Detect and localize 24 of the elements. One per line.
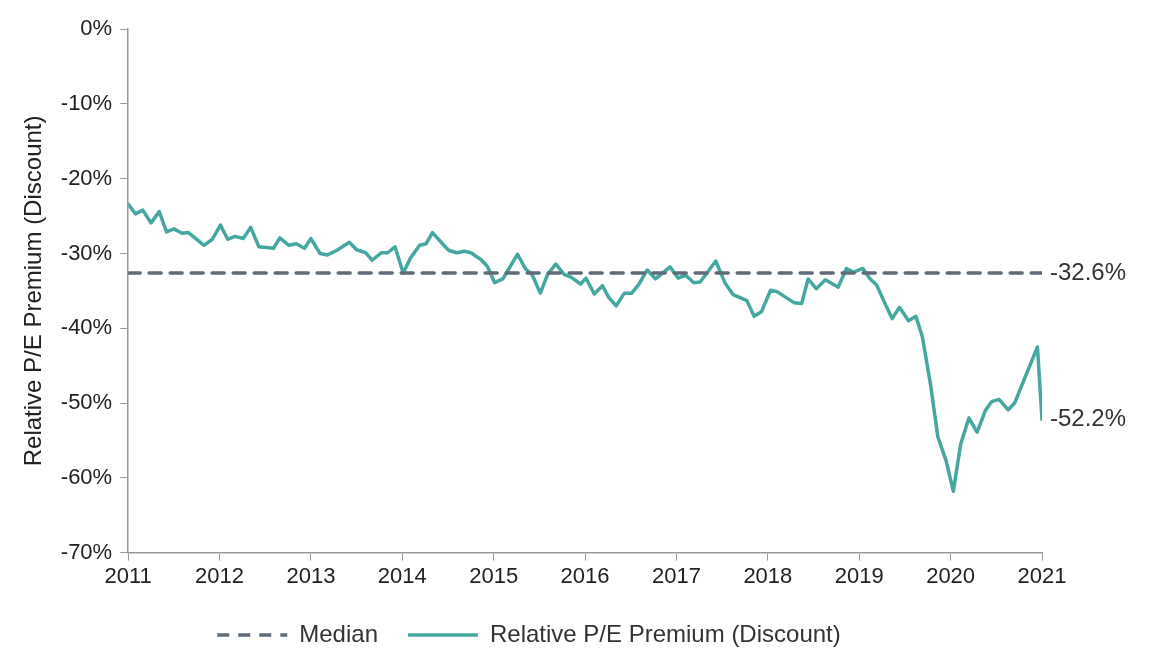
y-tick-label: -30% [60, 239, 113, 265]
y-tick-label: -70% [60, 538, 113, 564]
y-tick-label: -10% [60, 90, 113, 116]
x-tick-label: 2013 [286, 562, 336, 588]
legend-label: Relative P/E Premium (Discount) [489, 619, 841, 647]
x-tick-label: 2012 [195, 562, 245, 588]
x-tick-label: 2017 [651, 562, 701, 588]
y-axis-title: Relative P/E Premium (Discount) [19, 115, 47, 467]
x-tick-label: 2021 [1017, 562, 1067, 588]
x-tick-label: 2020 [926, 562, 976, 588]
x-tick-label: 2015 [469, 562, 519, 588]
y-tick-label: -60% [60, 463, 113, 489]
annotation: -32.6% [1050, 257, 1127, 285]
y-tick-label: -50% [60, 389, 113, 415]
x-tick-label: 2011 [104, 562, 152, 588]
y-tick-label: -20% [60, 164, 113, 190]
x-tick-label: 2019 [834, 562, 884, 588]
y-tick-label: 0% [80, 15, 113, 41]
legend-label: Median [299, 619, 378, 647]
x-tick-label: 2016 [560, 562, 610, 588]
x-tick-label: 2014 [377, 562, 427, 588]
annotation: -52.2% [1050, 404, 1127, 432]
y-tick-label: -40% [60, 314, 113, 340]
x-tick-label: 2018 [743, 562, 793, 588]
